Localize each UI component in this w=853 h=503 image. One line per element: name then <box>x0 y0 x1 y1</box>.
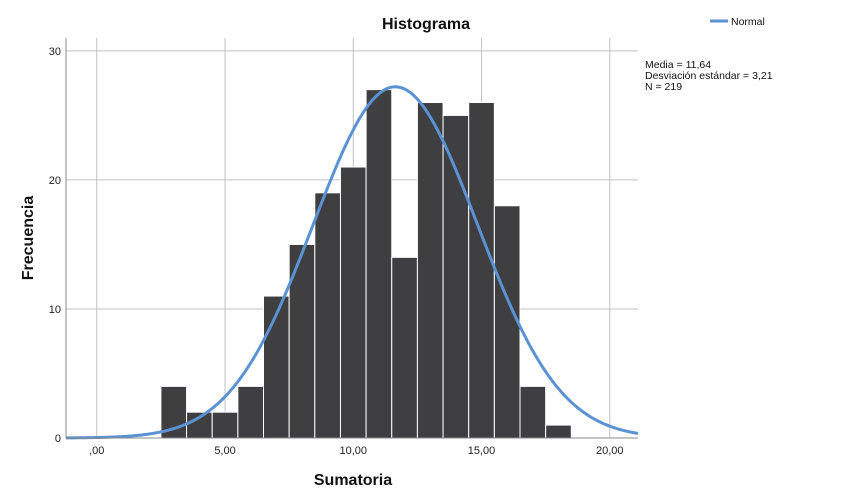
tick-labels: ,00 5,00 10,00 15,00 20,00 0 10 20 30 <box>49 46 624 457</box>
stat-n: N = 219 <box>645 81 682 93</box>
histogram-bar <box>211 411 239 439</box>
x-axis-title: Sumatoria <box>314 472 392 489</box>
y-tick-label: 0 <box>55 433 61 445</box>
histogram-bar <box>493 205 521 439</box>
x-tick-label: ,00 <box>89 445 104 457</box>
stat-mean: Media = 11,64 <box>645 59 711 71</box>
normal-curve-layer <box>65 85 639 440</box>
histogram-bar <box>339 166 367 439</box>
histogram-bar <box>545 424 572 439</box>
x-tick-label: 10,00 <box>340 445 368 457</box>
chart-title: Histograma <box>382 16 470 33</box>
histogram-bars <box>160 89 572 439</box>
y-tick-label: 30 <box>49 46 61 58</box>
x-tick-label: 15,00 <box>468 445 496 457</box>
y-tick-label: 20 <box>49 175 61 187</box>
axes <box>65 38 638 439</box>
histogram-bar <box>314 192 341 439</box>
legend: Normal <box>710 16 765 28</box>
x-tick-label: 20,00 <box>596 445 624 457</box>
histogram-bar <box>391 256 418 439</box>
stat-std-dev: Desviación estándar = 3,21 <box>645 70 773 82</box>
histogram-bar <box>519 385 547 439</box>
histogram-bar <box>468 102 495 439</box>
histogram-bar <box>237 385 265 439</box>
x-tick-label: 5,00 <box>214 445 235 457</box>
histogram-bar <box>442 114 470 439</box>
legend-label-normal: Normal <box>731 16 765 28</box>
histogram-bar <box>416 102 444 439</box>
stats-box: Media = 11,64 Desviación estándar = 3,21… <box>645 59 773 93</box>
y-axis-title: Frecuencia <box>20 196 37 281</box>
y-tick-label: 10 <box>49 304 61 316</box>
histogram-bar <box>365 89 393 439</box>
normal-curve <box>65 85 639 440</box>
